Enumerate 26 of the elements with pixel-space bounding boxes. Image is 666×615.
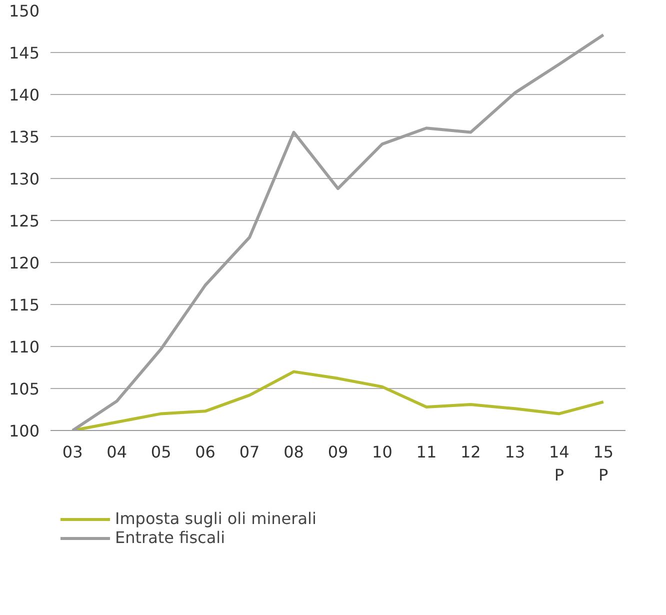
y-tick-label: 140 <box>8 86 40 104</box>
x-tick-label: 05 <box>150 442 172 462</box>
x-tick-label: 06 <box>195 442 216 462</box>
legend-label: Entrate fiscali <box>115 528 226 547</box>
y-tick-label: 100 <box>8 422 40 440</box>
x-tick-label: 03 <box>62 442 83 462</box>
x-tick-label: 04 <box>106 442 128 462</box>
y-tick-label: 130 <box>8 170 40 188</box>
x-tick-label: 07 <box>239 442 260 462</box>
y-tick-label: 105 <box>8 380 40 398</box>
x-tick-label: 14 P <box>548 442 570 484</box>
x-tick-label: 10 <box>372 442 392 462</box>
y-tick-label: 115 <box>8 296 40 314</box>
y-tick-label: 110 <box>8 338 40 356</box>
y-tick-label: 120 <box>8 254 40 272</box>
y-tick-label: 125 <box>8 212 40 230</box>
x-tick-label: 11 <box>416 442 437 462</box>
x-tick-label: 15 P <box>593 442 614 484</box>
x-tick-label: 08 <box>284 442 304 462</box>
x-tick-label: 09 <box>328 442 348 462</box>
legend-label: Imposta sugli oli minerali <box>115 509 316 528</box>
y-tick-label: 150 <box>8 2 40 20</box>
x-tick-label: 13 <box>504 442 526 462</box>
y-tick-label: 145 <box>8 44 40 62</box>
y-tick-label: 135 <box>8 128 40 146</box>
x-tick-label: 12 <box>460 442 481 462</box>
